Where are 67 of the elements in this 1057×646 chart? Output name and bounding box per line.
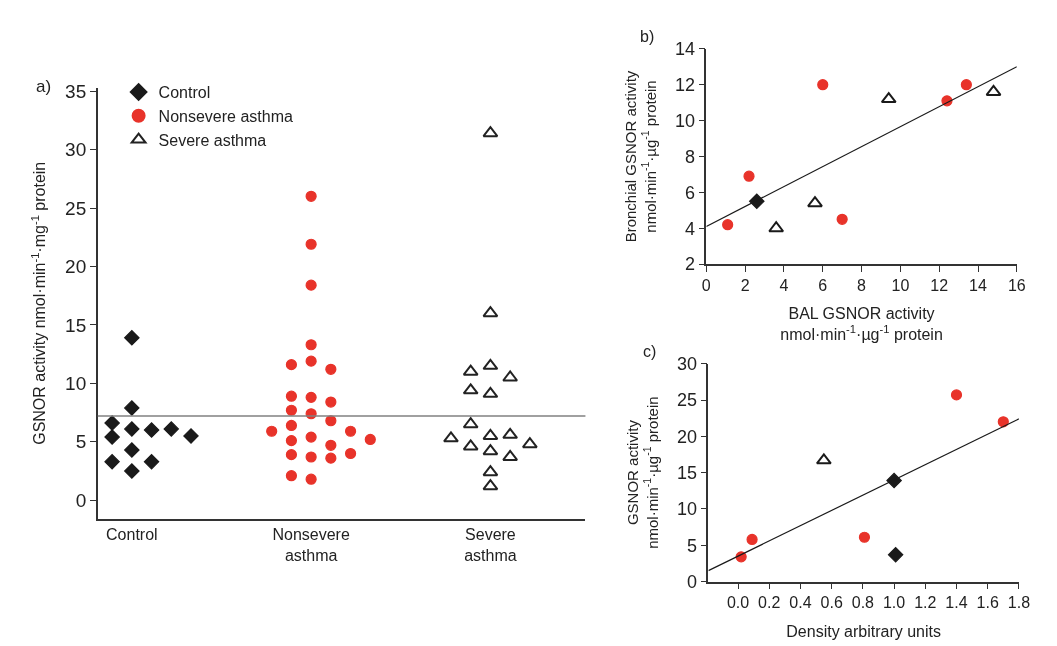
y-tick-label: 20 (65, 256, 87, 278)
text: b) (640, 28, 655, 45)
point (817, 79, 829, 91)
x-tick-label: 1.8 (1007, 594, 1031, 612)
y-tick-label: 10 (677, 499, 698, 520)
x-tick-label: 6 (818, 277, 828, 295)
y-tick-label: 5 (687, 535, 698, 556)
x-tick-label: 1.0 (882, 594, 906, 612)
point (960, 79, 972, 91)
y-tick-label: 20 (677, 426, 698, 447)
point (950, 389, 963, 401)
point (887, 546, 904, 563)
point (815, 453, 832, 465)
y-tick-label: 10 (65, 372, 87, 394)
point (743, 170, 755, 182)
point (768, 221, 785, 233)
x-tick-label: 1.6 (976, 594, 999, 612)
point (722, 219, 734, 231)
x-tick-label: 1.4 (945, 594, 968, 612)
y-tick-label: 0 (687, 571, 698, 592)
x-tick-label: 0.2 (758, 594, 781, 612)
x-tick-label: 10 (891, 277, 910, 295)
y-tick-label: 30 (65, 139, 87, 161)
y-tick-label: 10 (674, 110, 695, 131)
y-tick-label: 4 (684, 218, 695, 239)
x-tick-label: 0.6 (820, 594, 843, 612)
text: a) (36, 77, 52, 96)
y-tick-label: 25 (677, 390, 698, 411)
x-tick-label: 2 (740, 277, 750, 295)
text: c) (643, 343, 657, 360)
y-tick-label: 12 (674, 75, 695, 95)
x-tick-label: Control (106, 525, 158, 543)
y-tick-label: 6 (684, 182, 695, 203)
y-tick-label: 14 (674, 39, 695, 60)
legend-label: Control (158, 84, 211, 102)
y-tick-label: 8 (684, 146, 695, 167)
point (985, 84, 1002, 96)
point (997, 416, 1009, 428)
point (746, 533, 758, 546)
y-tick-label: 2 (684, 254, 695, 275)
x-tick-label: 8 (857, 277, 867, 295)
y-tick-label: 5 (75, 431, 87, 453)
x-tick-label: 0.0 (726, 594, 750, 612)
point (836, 213, 848, 225)
x-tick-label: 4 (779, 277, 789, 295)
x-tick-label: 16 (1007, 277, 1026, 295)
legend-label: Nonsevere asthma (158, 108, 294, 126)
y-tick-label: 0 (75, 489, 87, 511)
y-tick-label: 30 (677, 353, 698, 374)
x-tick-label: 0.8 (851, 594, 875, 612)
point (807, 196, 823, 208)
x-tick-label: Nonsevere asthma (272, 525, 350, 564)
y-tick-label: 25 (65, 197, 87, 219)
y-tick-label: 15 (65, 314, 87, 336)
y-tick-label: 35 (65, 80, 87, 102)
y-tick-label: 15 (677, 462, 698, 483)
x-axis-title: BAL GSNOR activity nmol·min$^{-1}$·µg$^{-1}$ protein (780, 305, 943, 344)
x-tick-label: 0.4 (789, 594, 812, 612)
x-tick-label: 12 (930, 277, 949, 295)
legend-label: Severe asthma (158, 131, 267, 149)
x-tick-label: 0 (701, 277, 711, 295)
point (880, 92, 897, 104)
x-tick-label: 14 (969, 277, 988, 295)
x-tick-label: 1.2 (914, 594, 937, 612)
point (858, 531, 871, 543)
x-tick-label: Severe asthma (464, 525, 517, 564)
x-axis-title: Density arbitrary units (786, 622, 942, 640)
